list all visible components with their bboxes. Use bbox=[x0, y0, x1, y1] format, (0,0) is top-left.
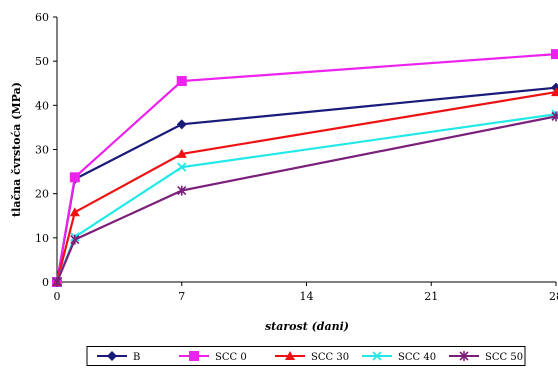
series-line-scc-30 bbox=[55, 90, 557, 283]
data-point-scc-50 bbox=[70, 234, 80, 245]
y-tick-label: 30 bbox=[35, 144, 49, 157]
x-tick-label: 7 bbox=[178, 290, 185, 303]
series-line-scc-50 bbox=[55, 115, 557, 283]
legend-swatch-marker bbox=[285, 351, 295, 360]
series-line-scc-0 bbox=[55, 53, 557, 283]
legend-item-scc-0: SCC 0 bbox=[179, 351, 247, 363]
x-tick-label: 14 bbox=[300, 290, 314, 303]
legend-item-b: B bbox=[97, 351, 140, 363]
data-point-scc-0 bbox=[69, 172, 80, 183]
x-tick-labels: 0 7 14 21 28 bbox=[54, 290, 558, 303]
data-point-scc-30 bbox=[69, 207, 80, 217]
x-tick-label: 0 bbox=[54, 290, 61, 303]
legend-label: SCC 30 bbox=[311, 352, 349, 363]
y-tick-label: 20 bbox=[35, 188, 49, 201]
data-point-scc-50 bbox=[551, 111, 558, 122]
legend-swatch-marker bbox=[459, 351, 469, 361]
x-tick-label: 21 bbox=[424, 290, 438, 303]
legend-label: SCC 50 bbox=[485, 352, 523, 363]
series-b bbox=[52, 82, 558, 287]
y-axis-label: tlačna čvrstoća (MPa) bbox=[10, 82, 23, 217]
series-scc-30 bbox=[52, 87, 558, 286]
y-tick-label: 10 bbox=[35, 232, 49, 245]
x-tick-label: 28 bbox=[549, 290, 558, 303]
legend-swatch-marker bbox=[107, 351, 117, 361]
x-axis-label: starost (dani) bbox=[265, 320, 349, 333]
series-line-scc-40 bbox=[55, 113, 557, 283]
series-line-b bbox=[55, 86, 557, 283]
y-tick-label: 40 bbox=[35, 99, 49, 112]
legend-label: SCC 40 bbox=[398, 352, 436, 363]
y-tick-label: 60 bbox=[35, 11, 49, 24]
series-layer bbox=[52, 49, 558, 287]
series-scc-50 bbox=[52, 111, 558, 287]
y-tick-label: 0 bbox=[42, 276, 49, 289]
data-point-scc-0 bbox=[551, 49, 558, 60]
data-point-scc-40 bbox=[177, 162, 187, 172]
legend: B SCC 0 SCC 30 SCC 40 SCC 50 bbox=[86, 346, 526, 366]
data-point-scc-30 bbox=[551, 87, 558, 97]
legend-swatch-marker bbox=[189, 351, 199, 361]
legend-label: B bbox=[133, 352, 140, 363]
data-point-scc-50 bbox=[177, 185, 187, 196]
data-point-scc-50 bbox=[52, 277, 62, 287]
legend-item-scc-40: SCC 40 bbox=[362, 351, 436, 363]
data-point-scc-30 bbox=[176, 148, 187, 158]
legend-swatch-marker bbox=[372, 351, 382, 361]
legend-label: SCC 0 bbox=[215, 352, 247, 363]
series-scc-0 bbox=[52, 49, 558, 287]
axes bbox=[53, 16, 557, 286]
data-point-scc-0 bbox=[176, 76, 187, 87]
legend-item-scc-50: SCC 50 bbox=[449, 351, 523, 363]
legend-item-scc-30: SCC 30 bbox=[275, 351, 349, 363]
data-point-b bbox=[176, 119, 187, 130]
y-tick-label: 50 bbox=[35, 55, 49, 68]
series-scc-40 bbox=[52, 109, 558, 287]
y-tick-labels: 0 10 20 30 40 50 60 bbox=[35, 11, 49, 289]
